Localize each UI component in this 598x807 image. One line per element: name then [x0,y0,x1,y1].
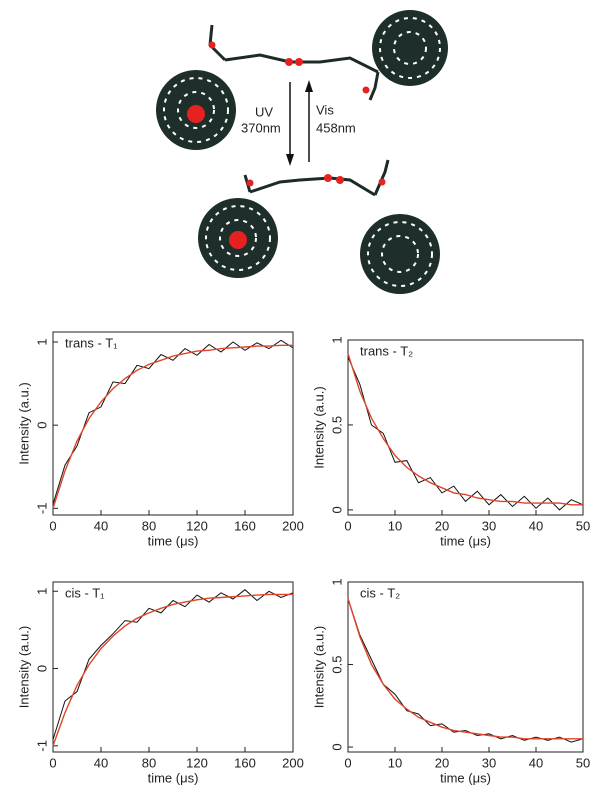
data-line [348,599,583,743]
y-tick-label: 0 [329,743,344,750]
metal-atom [229,231,247,249]
panel-title: trans - T₁ [65,335,118,350]
y-tick-label: 0 [34,422,49,429]
x-tick-label: 30 [482,755,496,770]
x-tick-label: 30 [482,518,496,533]
o-atom [379,179,386,186]
o-atom [247,180,254,187]
arrow-head [305,80,313,92]
azo-n [336,176,344,184]
x-tick-label: 200 [282,518,304,533]
x-tick-label: 120 [186,518,208,533]
vis-label: Vis [316,102,334,117]
metal-atom [187,105,205,123]
panel-title: cis - T₁ [65,585,105,600]
y-tick-label: 0 [329,506,344,513]
y-tick-label: 1 [34,338,49,345]
y-tick-label: 1 [329,578,344,585]
x-tick-label: 0 [49,755,56,770]
x-tick-label: 120 [186,755,208,770]
x-tick-label: 0 [49,518,56,533]
x-axis-label: time (μs) [148,770,199,785]
x-tick-label: 80 [142,518,156,533]
molecule-diagram: UV 370nm Vis 458nm [156,10,448,294]
plot-frame [348,582,583,752]
x-tick-label: 40 [94,518,108,533]
page: UV 370nm Vis 458nm 04080120160200-101tim… [0,0,598,807]
o-atom [209,42,216,49]
chart-panel: 0 10 20 30 40 50 0 0.5 1 time (μs) Intensity (a.u.… [311,578,590,785]
uv-label: 370nm [241,120,281,135]
y-tick-label: 1 [329,336,344,343]
x-tick-label: 160 [234,518,256,533]
data-line [348,357,583,510]
x-tick-label: 10 [388,518,402,533]
azo-n [285,58,293,66]
x-tick-label: 50 [576,518,590,533]
y-tick-label: 1 [34,588,49,595]
azo-n [324,174,332,182]
x-tick-label: 10 [388,755,402,770]
y-tick-label: 0.5 [329,655,344,673]
azo-n [295,58,303,66]
bond [245,160,388,195]
plot-frame [53,332,293,515]
fullerene [360,214,440,294]
x-tick-label: 20 [435,755,449,770]
plot-frame [53,582,293,752]
panel-title: trans - T₂ [360,343,413,358]
y-axis-label: Intensity (a.u.) [16,382,31,464]
data-line [348,354,583,505]
data-line [53,340,293,504]
x-tick-label: 200 [282,755,304,770]
x-axis-label: time (μs) [440,533,491,548]
vis-label: 458nm [316,120,356,135]
data-line [348,599,583,739]
x-tick-label: 50 [576,755,590,770]
x-axis-label: time (μs) [148,533,199,548]
y-axis-label: Intensity (a.u.) [311,626,326,708]
y-tick-label: 0 [34,665,49,672]
o-atom [363,87,370,94]
fullerene [372,10,448,86]
y-axis-label: Intensity (a.u.) [311,386,326,468]
x-tick-label: 40 [94,755,108,770]
y-tick-label: 0.5 [329,416,344,434]
arrow-head [286,154,294,166]
x-tick-label: 20 [435,518,449,533]
x-tick-label: 160 [234,755,256,770]
chart-panel: 0 10 20 30 40 50 0 0.5 1 time (μs) Intensity (a.u.… [311,336,590,548]
x-tick-label: 40 [529,755,543,770]
plot-frame [348,340,583,515]
bond [210,25,378,100]
y-axis-label: Intensity (a.u.) [16,626,31,708]
x-tick-label: 0 [344,518,351,533]
y-tick-label: -1 [34,503,49,515]
x-tick-label: 80 [142,755,156,770]
x-tick-label: 0 [344,755,351,770]
data-line [53,345,293,508]
x-axis-label: time (μs) [440,770,491,785]
panel-title: cis - T₂ [360,585,400,600]
uv-label: UV [255,104,273,119]
y-tick-label: -1 [34,740,49,752]
x-tick-label: 40 [529,518,543,533]
data-line [53,594,293,745]
figure: UV 370nm Vis 458nm 04080120160200-101tim… [0,0,598,807]
